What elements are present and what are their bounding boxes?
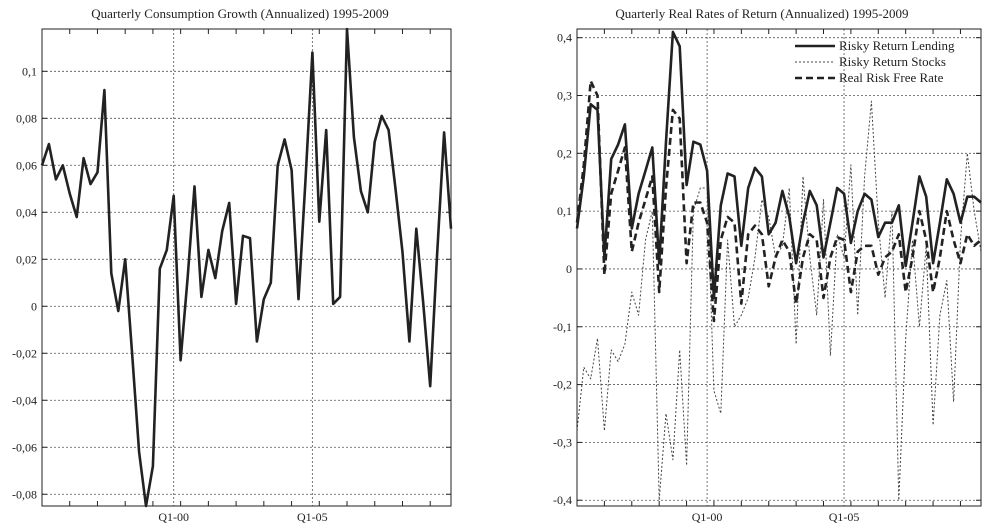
series-line-risky-return-lending	[575, 30, 982, 300]
legend: Risky Return Lending Risky Return Stocks…	[795, 38, 955, 85]
y-tick-label: -0,02	[12, 346, 37, 360]
y-tick-label: 0,02	[16, 252, 37, 266]
tick-marks	[576, 29, 981, 506]
y-tick-label: 0,3	[557, 88, 572, 102]
y-tick-label: 0,06	[16, 158, 37, 172]
plot-frame	[576, 28, 982, 507]
x-tick-label: Q1-00	[692, 510, 723, 524]
y-tick-label: 0,4	[557, 31, 572, 45]
legend-label-riskfree: Real Risk Free Rate	[839, 70, 944, 85]
series-line-consumption-growth	[40, 27, 453, 508]
y-tick-label: 0,2	[557, 146, 572, 160]
x-tick-label: Q1-05	[829, 510, 860, 524]
legend-label-lending: Risky Return Lending	[839, 38, 955, 53]
gridlines	[577, 29, 981, 506]
chart-title: Quarterly Real Rates of Return (Annualiz…	[615, 6, 908, 21]
y-tick-label: -0,06	[12, 440, 37, 454]
y-tick-label: 0,04	[16, 205, 37, 219]
y-tick-label: 0,1	[557, 204, 572, 218]
chart-title: Quarterly Consumption Growth (Annualized…	[91, 6, 389, 21]
x-tick-labels: Q1-00 Q1-05	[158, 510, 327, 524]
series-line-real-risk-free-rate	[575, 79, 982, 323]
y-tick-label: 0	[31, 299, 37, 313]
y-tick-label: -0,08	[12, 487, 37, 501]
y-tick-label: -0,04	[12, 393, 37, 407]
real-returns-chart: Quarterly Real Rates of Return (Annualiz…	[553, 6, 982, 524]
y-tick-labels: -0,08 -0,06 -0,04 -0,02 0 0,02 0,04 0,06 0,08 0,1	[12, 64, 37, 501]
series-line-risky-return-stocks	[576, 100, 982, 501]
y-tick-label: -0,3	[553, 435, 572, 449]
plot-frame	[41, 28, 452, 507]
y-tick-label: -0,2	[553, 378, 572, 392]
series-layer	[575, 30, 982, 501]
tick-marks	[41, 29, 451, 506]
y-tick-label: 0	[566, 262, 572, 276]
series-layer	[40, 27, 453, 508]
y-tick-label: -0,1	[553, 320, 572, 334]
legend-label-stocks: Risky Return Stocks	[839, 54, 946, 69]
consumption-growth-chart: Quarterly Consumption Growth (Annualized…	[12, 6, 453, 524]
y-tick-labels: -0,4 -0,3 -0,2 -0,1 0 0,1 0,2 0,3 0,4	[553, 31, 572, 508]
y-tick-label: 0,1	[22, 64, 37, 78]
y-tick-label: 0,08	[16, 111, 37, 125]
x-tick-label: Q1-05	[297, 510, 328, 524]
x-tick-label: Q1-00	[158, 510, 189, 524]
y-tick-label: -0,4	[553, 493, 572, 507]
x-tick-labels: Q1-00 Q1-05	[692, 510, 860, 524]
